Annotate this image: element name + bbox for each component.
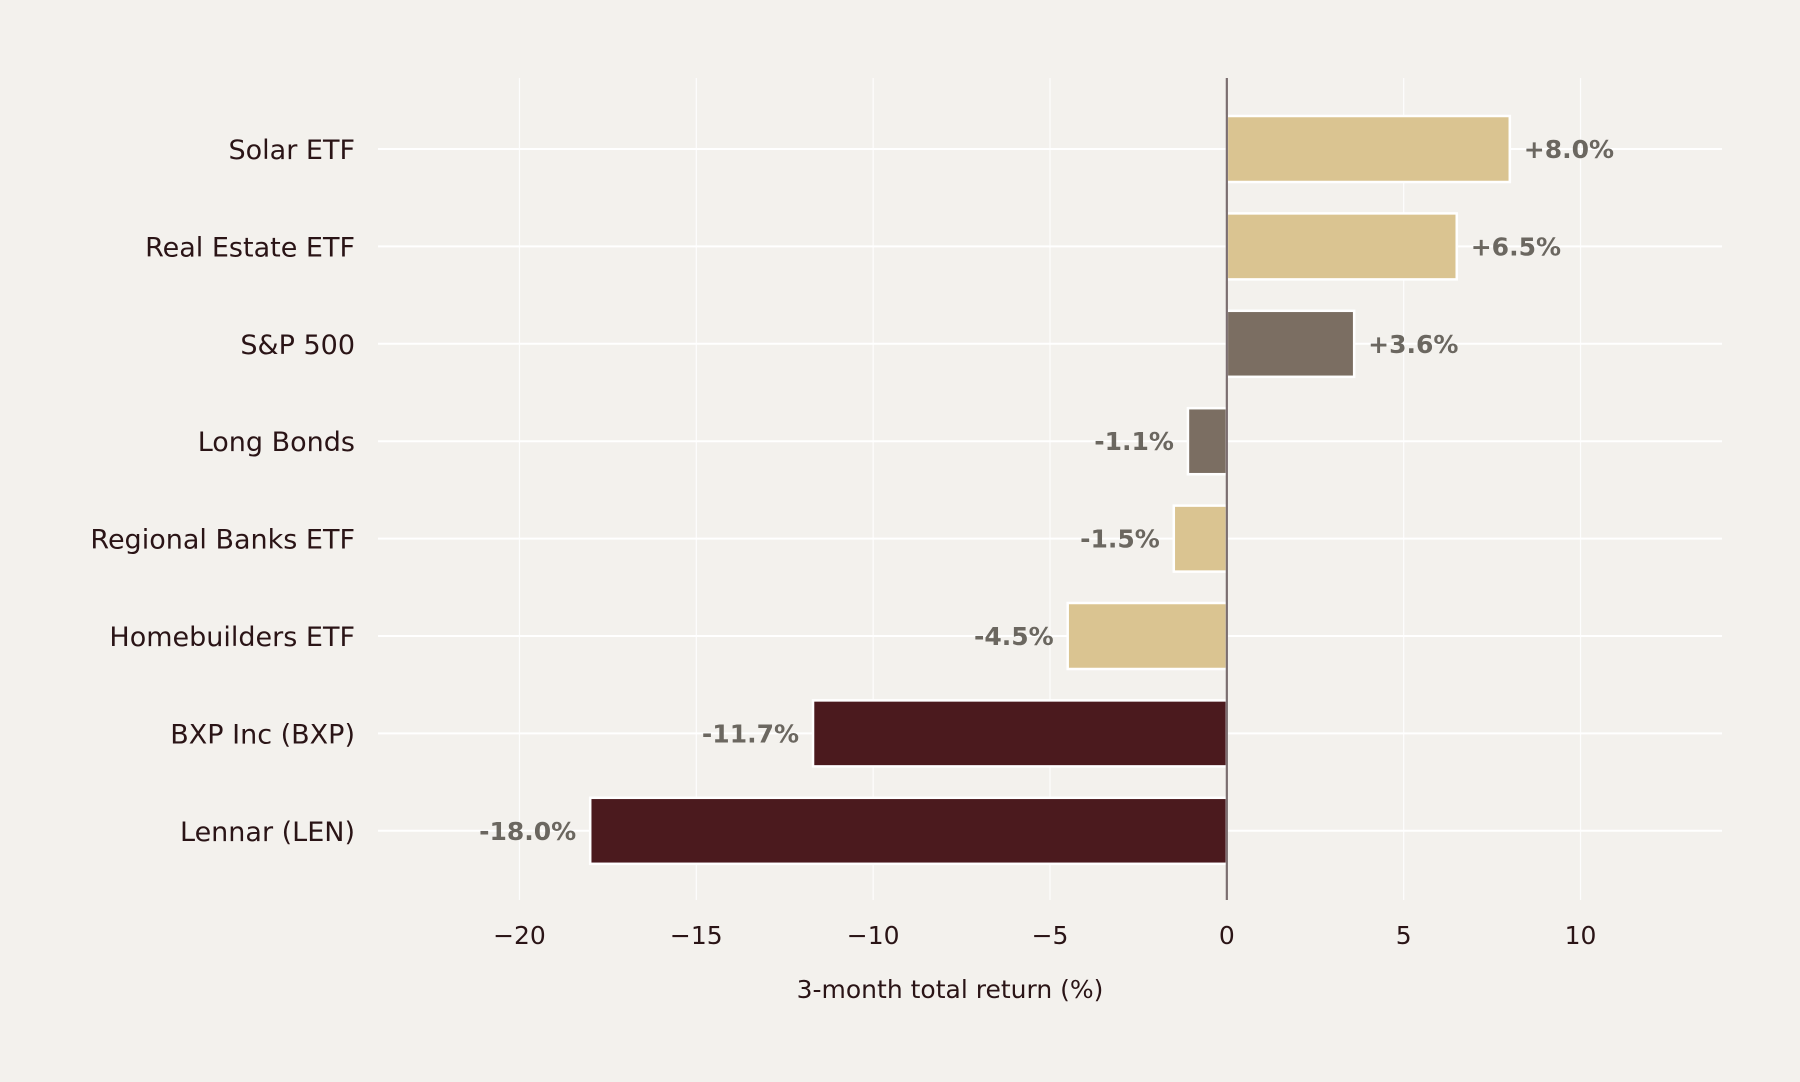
data-label: -11.7% xyxy=(702,719,799,748)
category-label: Solar ETF xyxy=(229,135,355,166)
bar xyxy=(588,796,1229,866)
data-label: -1.5% xyxy=(1080,525,1160,554)
bar xyxy=(811,699,1229,768)
data-label: +3.6% xyxy=(1368,330,1458,359)
category-label: Real Estate ETF xyxy=(145,232,355,263)
labels-layer: Solar ETF +8.0% Real Estate ETF +6.5% S&P 50… xyxy=(90,135,1614,848)
data-label: -4.5% xyxy=(974,622,1054,651)
bar xyxy=(1066,601,1229,671)
bar xyxy=(1225,212,1458,281)
data-label: -1.1% xyxy=(1094,427,1174,456)
category-label: Regional Banks ETF xyxy=(90,525,355,556)
x-tick-label: 5 xyxy=(1396,921,1412,950)
x-axis-title: 3-month total return (%) xyxy=(797,975,1104,1004)
bar xyxy=(1225,114,1512,184)
bar xyxy=(1225,309,1356,379)
x-tick-label: −15 xyxy=(670,921,723,950)
category-label: Homebuilders ETF xyxy=(109,622,355,653)
category-label: BXP Inc (BXP) xyxy=(170,719,355,750)
x-tick-label: 10 xyxy=(1565,921,1597,950)
x-tick-label: −5 xyxy=(1032,921,1069,950)
grid-layer xyxy=(378,78,1722,900)
x-tick-label: 0 xyxy=(1219,921,1235,950)
bar xyxy=(1172,504,1229,573)
category-label: Lennar (LEN) xyxy=(180,817,355,848)
data-label: +6.5% xyxy=(1471,232,1561,261)
x-axis-ticks: −20 −15 −10 −5 0 5 10 xyxy=(493,921,1596,950)
x-tick-label: −20 xyxy=(493,921,546,950)
category-label: S&P 500 xyxy=(240,330,355,361)
data-label: -18.0% xyxy=(479,817,576,846)
bar xyxy=(1186,406,1229,476)
category-label: Long Bonds xyxy=(198,427,355,458)
bars-layer xyxy=(588,114,1512,866)
x-tick-label: −10 xyxy=(847,921,900,950)
data-label: +8.0% xyxy=(1524,135,1614,164)
